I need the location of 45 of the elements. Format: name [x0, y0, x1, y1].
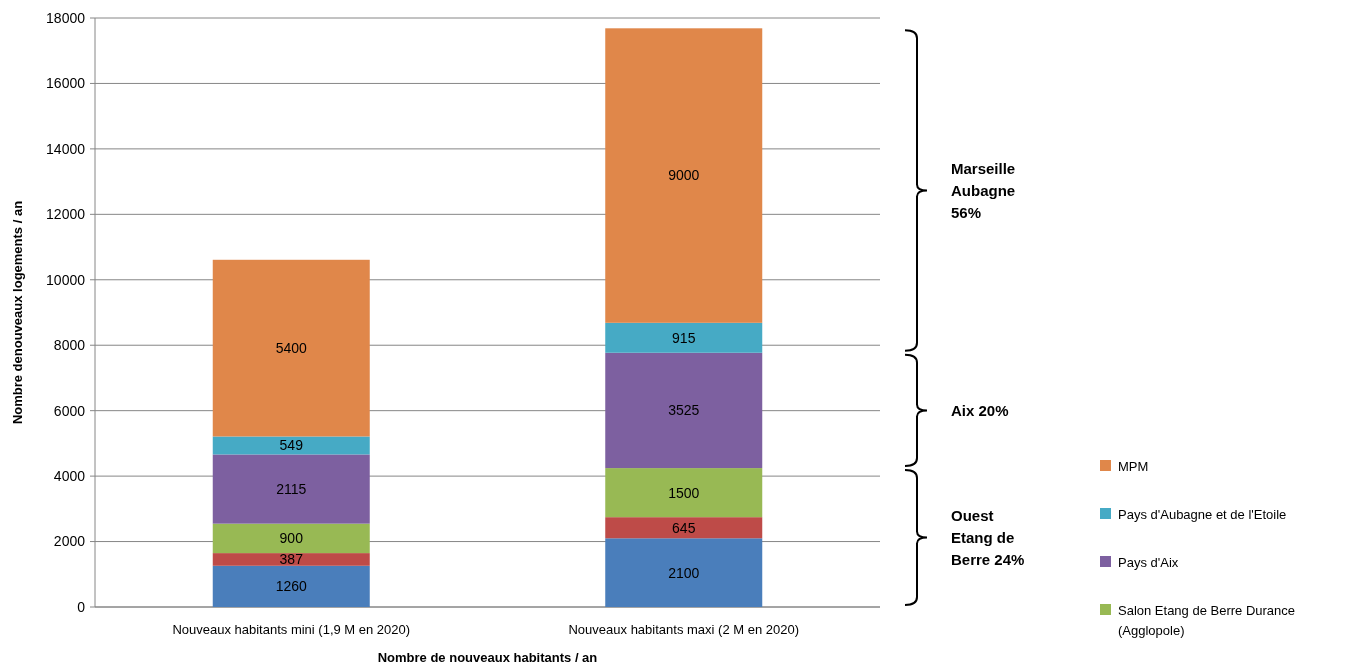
- bar: [605, 28, 763, 323]
- y-tick-label: 6000: [53, 402, 86, 419]
- bar: [212, 523, 370, 554]
- bar: [212, 553, 370, 566]
- data-label: 1500: [668, 484, 700, 501]
- y-tick-label: 16000: [46, 75, 86, 92]
- bar: [212, 436, 370, 455]
- bar: [605, 517, 763, 539]
- y-tick-label: 14000: [46, 140, 86, 157]
- text: Ouest Etang de Berre 24%: [951, 506, 1025, 568]
- data-label: 549: [279, 437, 304, 454]
- text: Marseille Aubagne 56%: [951, 159, 1016, 221]
- data-label: 5400: [275, 340, 308, 357]
- x-tick-label: Nouveaux habitants maxi (2 M en 2020): [568, 622, 800, 637]
- data-label: 9000: [668, 167, 700, 184]
- y-tick-label: 12000: [46, 206, 86, 223]
- legend-label: Pays d'Aix: [1118, 554, 1179, 570]
- legend-label: Salon Etang de Berre Durance (Agglopole): [1118, 602, 1296, 638]
- legend-label: MPM: [1118, 458, 1149, 474]
- data-label: 387: [279, 551, 304, 568]
- data-label: 1260: [275, 578, 308, 595]
- bar: [212, 454, 370, 524]
- data-label: 915: [672, 329, 696, 346]
- bar: [605, 468, 763, 518]
- data-label: 2115: [276, 480, 307, 497]
- y-axis-title: Nombre denouveaux logements / an: [10, 200, 25, 425]
- bar: [212, 565, 370, 607]
- legend-label: Pays d'Aubagne et de l'Etoile: [1118, 506, 1287, 522]
- data-label: 900: [279, 530, 304, 547]
- x-axis-title: Nombre de nouveaux habitants / an: [377, 650, 598, 665]
- x-tick-label: Nouveaux habitants mini (1,9 M en 2020): [172, 622, 411, 637]
- bar: [605, 322, 763, 353]
- bar: [605, 352, 763, 469]
- bar: [212, 259, 370, 437]
- y-tick-label: 4000: [53, 468, 86, 485]
- data-label: 2100: [668, 564, 700, 581]
- data-label: 3525: [668, 402, 700, 419]
- bar: [605, 538, 763, 607]
- y-tick-label: 0: [77, 598, 86, 615]
- text: Aix 20%: [951, 401, 1009, 419]
- y-tick-label: 2000: [53, 533, 86, 550]
- y-tick-label: 18000: [46, 9, 86, 26]
- y-tick-label: 10000: [46, 271, 86, 288]
- y-tick-label: 8000: [53, 337, 86, 354]
- data-label: 645: [672, 519, 696, 536]
